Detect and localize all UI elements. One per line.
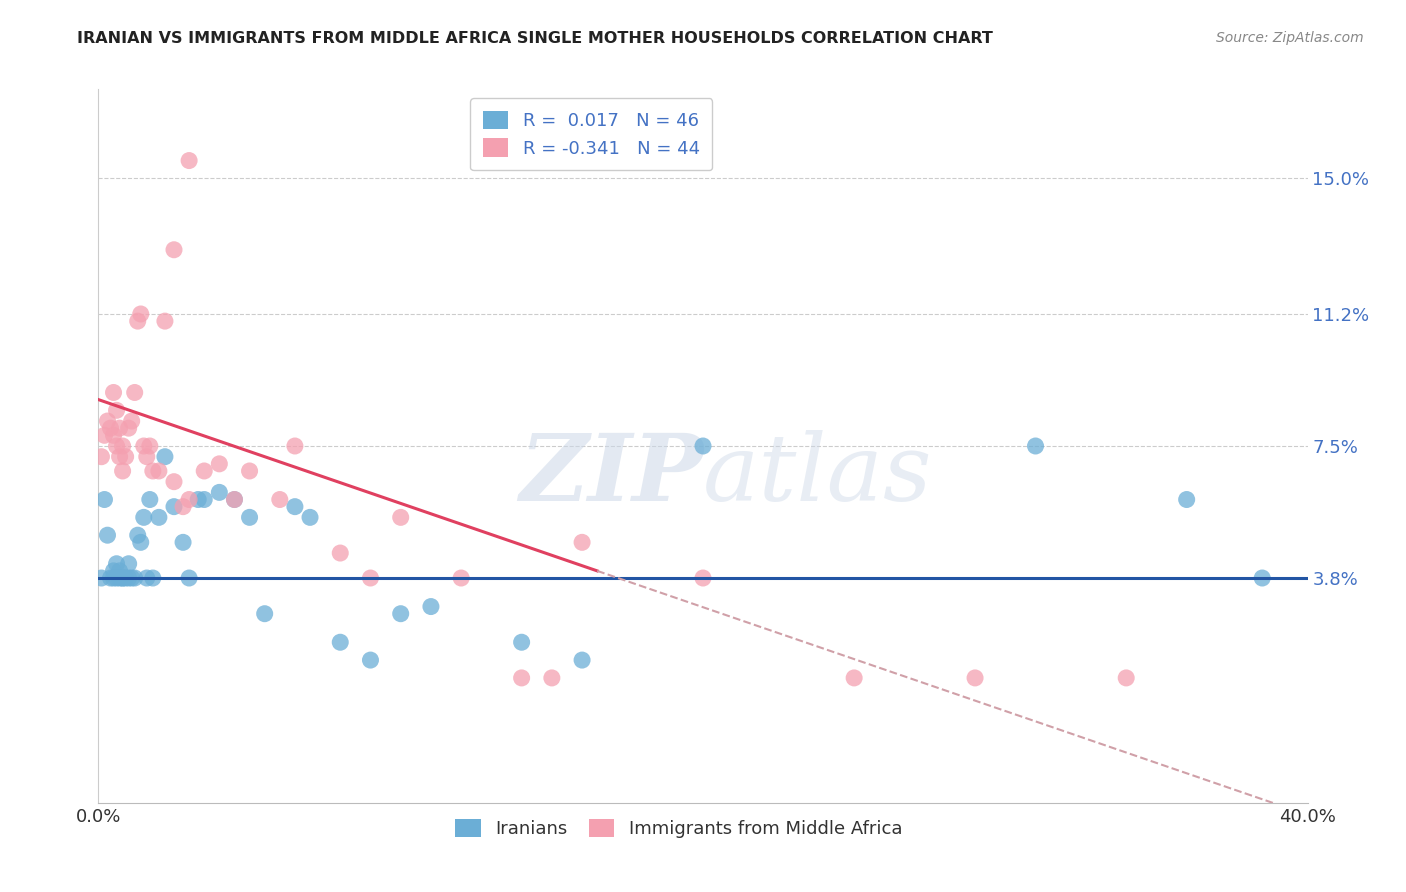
Point: [93, 428, 115, 442]
Point: [108, 564, 131, 578]
Point: [108, 450, 131, 464]
Point: [172, 535, 194, 549]
Point: [142, 464, 165, 478]
Legend: Iranians, Immigrants from Middle Africa: Iranians, Immigrants from Middle Africa: [446, 810, 911, 847]
Point: [965, 671, 987, 685]
Point: [844, 671, 866, 685]
Point: [153, 450, 176, 464]
Point: [93, 492, 115, 507]
Point: [127, 314, 149, 328]
Point: [96, 528, 118, 542]
Point: [90, 450, 112, 464]
Point: [571, 653, 593, 667]
Point: [163, 500, 186, 514]
Point: [179, 153, 201, 168]
Point: [208, 457, 231, 471]
Point: [179, 571, 201, 585]
Point: [510, 671, 533, 685]
Point: [111, 464, 134, 478]
Text: IRANIAN VS IMMIGRANTS FROM MIDDLE AFRICA SINGLE MOTHER HOUSEHOLDS CORRELATION CH: IRANIAN VS IMMIGRANTS FROM MIDDLE AFRICA…: [77, 31, 993, 46]
Point: [118, 571, 141, 585]
Point: [124, 571, 146, 585]
Point: [111, 439, 134, 453]
Point: [121, 571, 143, 585]
Point: [692, 439, 714, 453]
Point: [239, 510, 262, 524]
Point: [124, 385, 146, 400]
Point: [148, 510, 170, 524]
Point: [139, 439, 162, 453]
Point: [132, 439, 155, 453]
Point: [114, 571, 136, 585]
Point: [148, 464, 170, 478]
Point: [253, 607, 276, 621]
Point: [360, 653, 382, 667]
Point: [103, 385, 125, 400]
Point: [135, 571, 157, 585]
Point: [100, 421, 122, 435]
Point: [284, 500, 307, 514]
Point: [329, 546, 352, 560]
Point: [172, 500, 194, 514]
Point: [105, 403, 128, 417]
Point: [139, 492, 162, 507]
Point: [96, 414, 118, 428]
Point: [153, 314, 176, 328]
Point: [105, 439, 128, 453]
Point: [450, 571, 472, 585]
Point: [239, 464, 262, 478]
Point: [329, 635, 352, 649]
Point: [105, 571, 128, 585]
Point: [224, 492, 246, 507]
Point: [132, 510, 155, 524]
Point: [179, 492, 201, 507]
Point: [1175, 492, 1198, 507]
Point: [187, 492, 209, 507]
Point: [111, 571, 134, 585]
Point: [108, 571, 131, 585]
Point: [103, 428, 125, 442]
Point: [163, 475, 186, 489]
Point: [299, 510, 322, 524]
Point: [111, 571, 134, 585]
Point: [360, 571, 382, 585]
Point: [118, 421, 141, 435]
Point: [135, 450, 157, 464]
Point: [103, 564, 125, 578]
Point: [129, 307, 152, 321]
Point: [108, 421, 131, 435]
Point: [121, 414, 143, 428]
Point: [420, 599, 443, 614]
Point: [118, 557, 141, 571]
Text: atlas: atlas: [703, 430, 932, 519]
Text: Source: ZipAtlas.com: Source: ZipAtlas.com: [1216, 31, 1364, 45]
Point: [389, 510, 412, 524]
Point: [193, 492, 215, 507]
Point: [284, 439, 307, 453]
Point: [114, 450, 136, 464]
Point: [103, 571, 125, 585]
Point: [269, 492, 291, 507]
Point: [163, 243, 186, 257]
Point: [193, 464, 215, 478]
Point: [510, 635, 533, 649]
Point: [1251, 571, 1274, 585]
Point: [208, 485, 231, 500]
Point: [105, 557, 128, 571]
Point: [142, 571, 165, 585]
Point: [540, 671, 562, 685]
Point: [100, 571, 122, 585]
Point: [129, 535, 152, 549]
Text: ZIP: ZIP: [519, 430, 703, 519]
Point: [389, 607, 412, 621]
Point: [224, 492, 246, 507]
Point: [90, 571, 112, 585]
Point: [571, 535, 593, 549]
Point: [127, 528, 149, 542]
Point: [692, 571, 714, 585]
Point: [1024, 439, 1046, 453]
Point: [1115, 671, 1137, 685]
